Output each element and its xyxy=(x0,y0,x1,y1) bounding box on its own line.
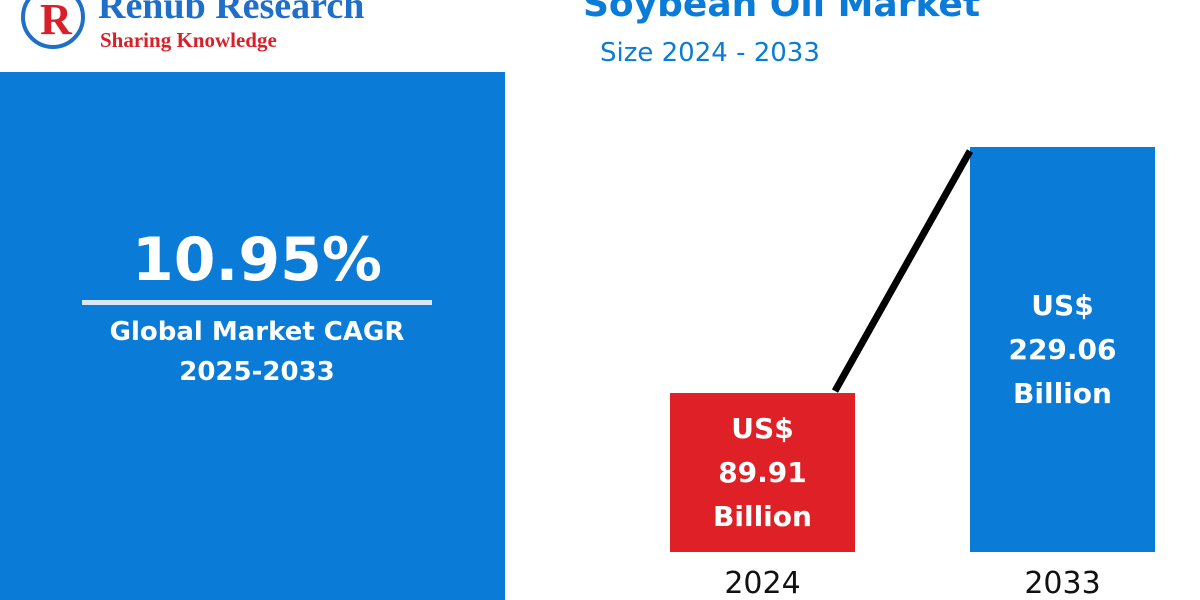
value-label: US$ 229.06 Billion xyxy=(1008,288,1117,410)
divider xyxy=(82,300,432,305)
bar xyxy=(670,393,855,552)
chart-subtitle: Size 2024 - 2033 xyxy=(600,38,820,68)
logo-name: Renub Research xyxy=(98,0,365,27)
bar xyxy=(970,147,1155,552)
cagr-value: 10.95% xyxy=(132,225,382,295)
x-tick-label: 2024 xyxy=(724,566,801,600)
cagr-label-text: Global Market CAGR xyxy=(109,317,405,347)
chart-title: Soybean Oil Market xyxy=(583,0,981,25)
cagr-period: 2025-2033 xyxy=(179,357,335,387)
cagr-label: Global Market CAGR 2025-2033 xyxy=(82,312,432,392)
logo-tagline: Sharing Knowledge xyxy=(100,28,277,52)
x-tick-label: 2033 xyxy=(1024,566,1101,600)
logo-mark: R xyxy=(21,0,85,49)
value-label: US$ 89.91 Billion xyxy=(713,411,812,533)
trend-line xyxy=(831,149,974,393)
cagr-panel xyxy=(0,72,505,600)
svg-text:R: R xyxy=(40,0,73,44)
